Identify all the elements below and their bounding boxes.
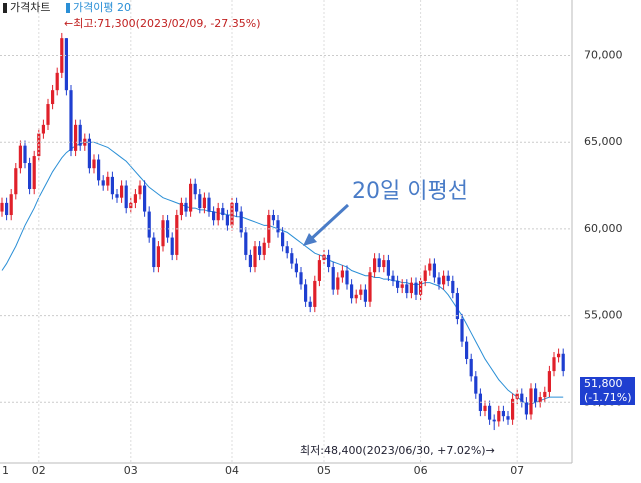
x-tick-label: 1 bbox=[2, 464, 9, 477]
legend-swatch bbox=[66, 3, 70, 13]
last-price: 51,800 bbox=[584, 377, 623, 390]
x-tick-label: 07 bbox=[510, 464, 524, 477]
low-annotation: 최저:48,400(2023/06/30, +7.02%)→ bbox=[300, 444, 495, 457]
note-arrow bbox=[308, 203, 350, 242]
y-tick-label: 65,000 bbox=[584, 135, 623, 148]
x-tick-label: 05 bbox=[317, 464, 331, 477]
x-tick-label: 06 bbox=[414, 464, 428, 477]
legend-label: 가격차트 bbox=[10, 1, 50, 14]
legend-label: 가격이평 20 bbox=[73, 1, 131, 14]
ma-note: 20일 이평선 bbox=[352, 179, 468, 204]
note-arrowhead bbox=[303, 233, 317, 246]
y-tick-label: 70,000 bbox=[584, 48, 623, 61]
y-tick-label: 55,000 bbox=[584, 309, 623, 322]
last-price-box bbox=[580, 377, 635, 405]
x-tick-label: 02 bbox=[32, 464, 46, 477]
high-annotation: ←최고:71,300(2023/02/09, -27.35%) bbox=[64, 17, 261, 30]
legend-swatch bbox=[3, 3, 7, 13]
x-tick-label: 03 bbox=[124, 464, 138, 477]
y-tick-label: 60,000 bbox=[584, 222, 623, 235]
x-tick-label: 04 bbox=[225, 464, 239, 477]
last-change: (-1.71%) bbox=[584, 391, 632, 404]
